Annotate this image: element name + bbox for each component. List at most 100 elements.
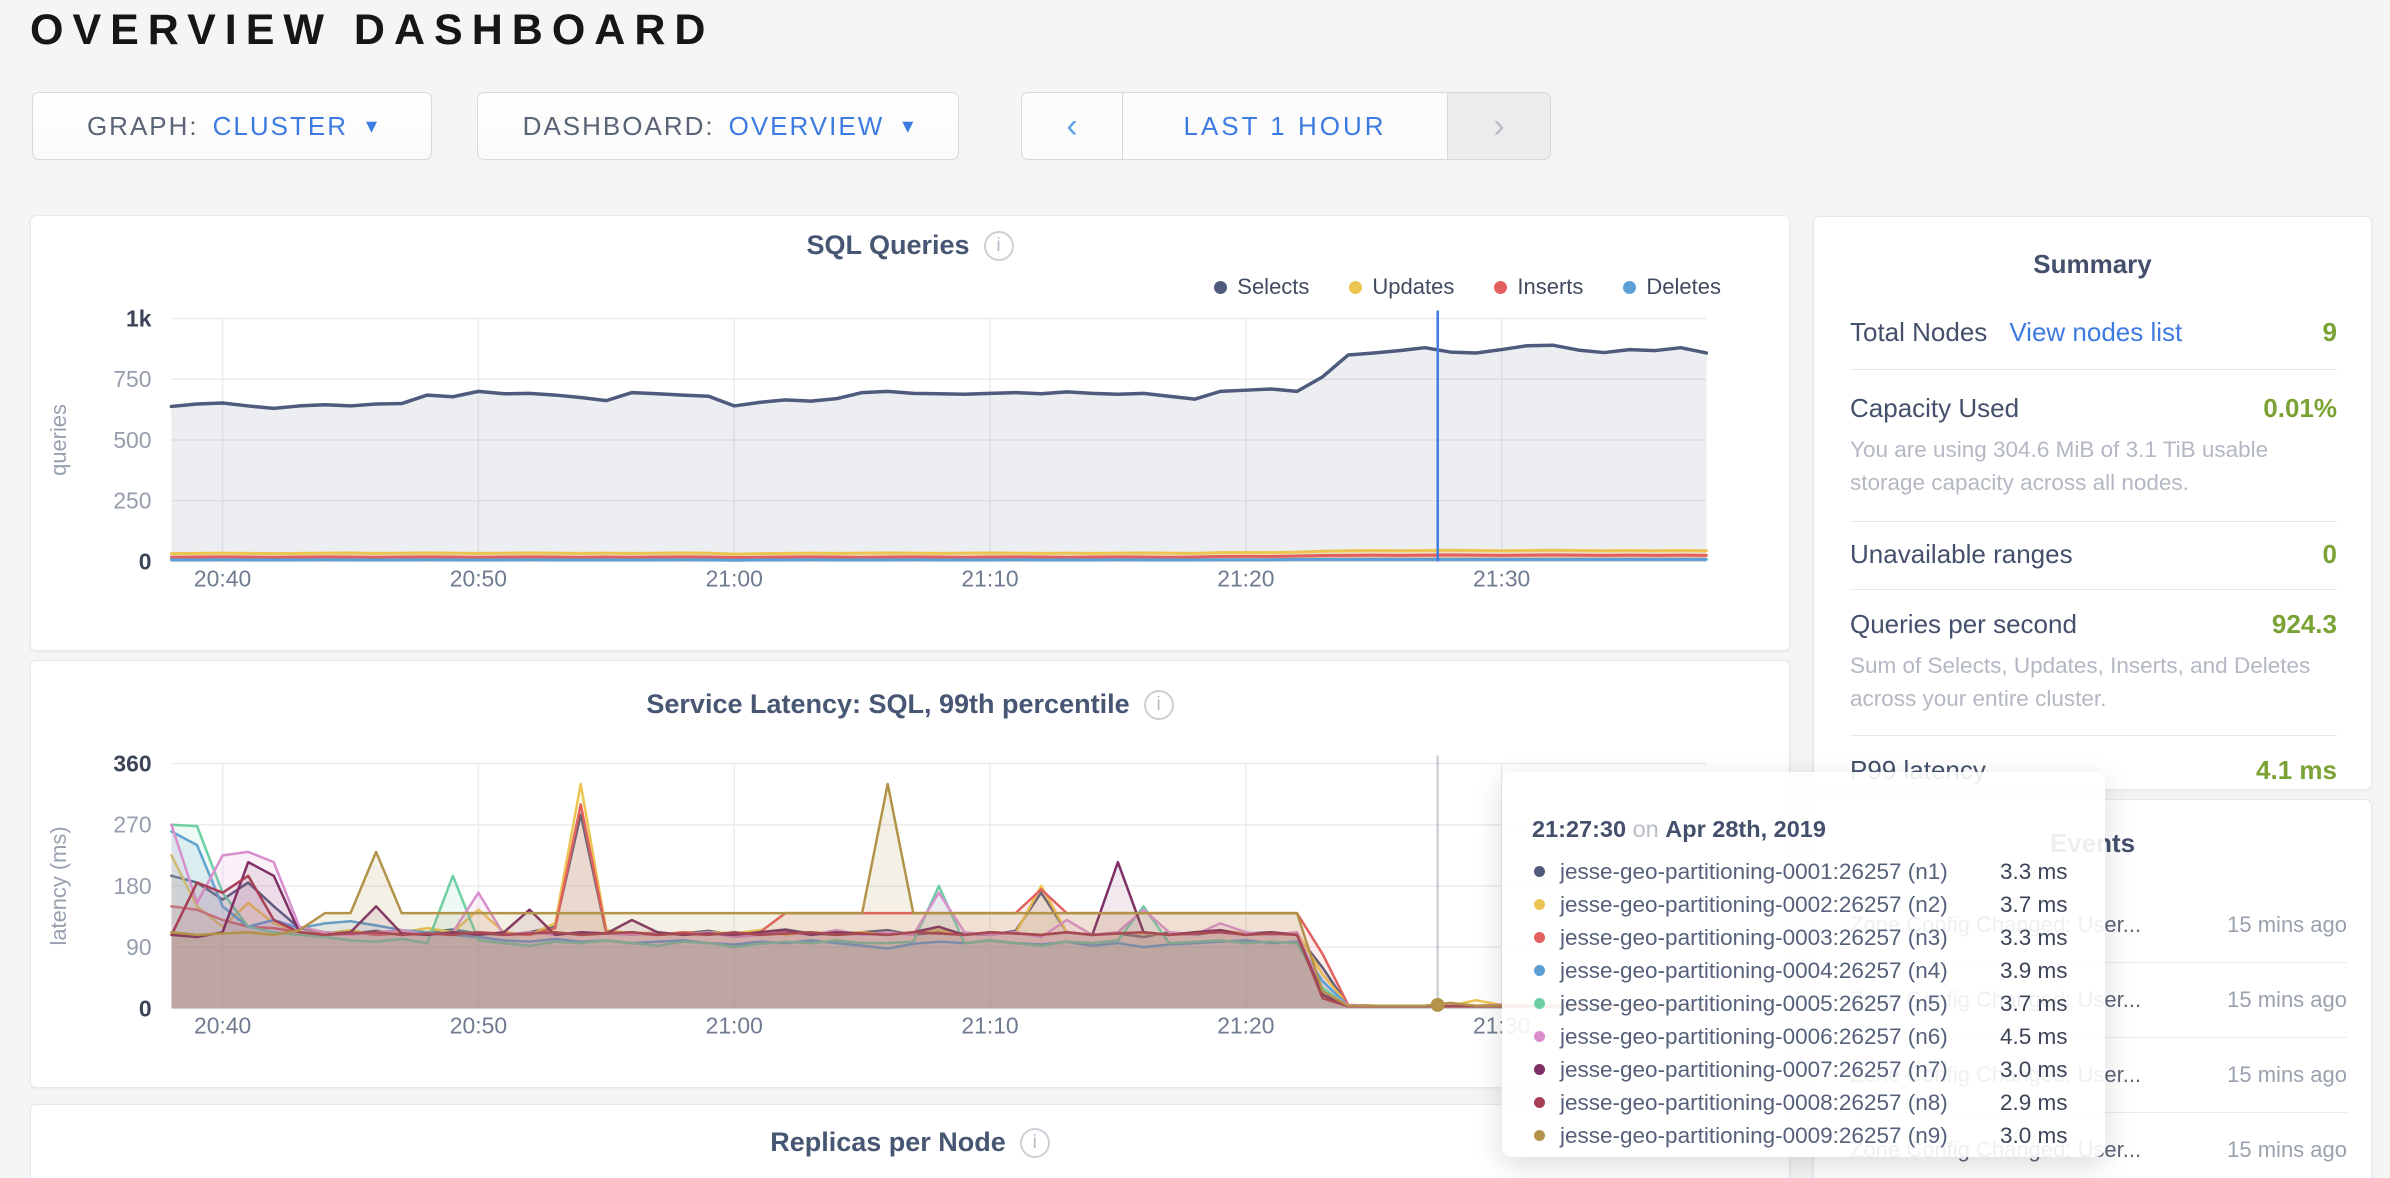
total-nodes-value: 9: [2322, 317, 2337, 347]
node-latency-value: 3.9 ms: [2000, 957, 2068, 983]
svg-text:500: 500: [113, 427, 151, 453]
chevron-down-icon: ▾: [902, 113, 914, 138]
service-latency-title: Service Latency: SQL, 99th percentile i: [31, 689, 1789, 720]
capacity-used-label: Capacity Used: [1850, 393, 2020, 423]
view-nodes-list-link[interactable]: View nodes list: [2009, 317, 2183, 347]
node-name: jesse-geo-partitioning-0008:26257 (n8): [1560, 1089, 1948, 1115]
time-prev-button[interactable]: ‹: [1022, 93, 1123, 159]
svg-text:20:40: 20:40: [194, 1012, 251, 1038]
node-name: jesse-geo-partitioning-0005:26257 (n5): [1560, 990, 1948, 1016]
svg-text:20:40: 20:40: [194, 565, 251, 591]
node-latency-value: 3.3 ms: [2000, 858, 2068, 884]
svg-text:20:50: 20:50: [450, 1012, 507, 1038]
divider: [1850, 589, 2337, 590]
graph-selector-dropdown[interactable]: GRAPH: CLUSTER ▾: [32, 92, 432, 160]
tooltip-row: jesse-geo-partitioning-0009:26257 (n9) 3.…: [1534, 1119, 2105, 1152]
time-range-label[interactable]: LAST 1 HOUR: [1183, 110, 1387, 141]
replicas-per-node-card: Replicas per Node i: [30, 1104, 1790, 1178]
event-time: 15 mins ago: [2227, 912, 2347, 937]
svg-text:0: 0: [139, 995, 152, 1021]
tooltip-row: jesse-geo-partitioning-0004:26257 (n4) 3.…: [1534, 954, 2105, 987]
capacity-used-row: Capacity Used 0.01%: [1850, 393, 2337, 424]
legend-item-inserts[interactable]: Inserts: [1494, 274, 1583, 300]
node-dot-icon: [1534, 998, 1545, 1009]
legend-item-updates[interactable]: Updates: [1349, 274, 1454, 300]
node-latency-value: 2.9 ms: [2000, 1089, 2068, 1115]
node-name: jesse-geo-partitioning-0006:26257 (n6): [1560, 1023, 1948, 1049]
node-name: jesse-geo-partitioning-0003:26257 (n3): [1560, 924, 1948, 950]
summary-title: Summary: [2033, 249, 2152, 279]
selects-dot-icon: [1214, 280, 1228, 294]
node-dot-icon: [1534, 899, 1545, 910]
node-name: jesse-geo-partitioning-0009:26257 (n9): [1560, 1122, 1948, 1148]
tooltip-on-text: on: [1632, 816, 1659, 842]
chevron-left-icon: ‹: [1066, 106, 1078, 145]
node-dot-icon: [1534, 1031, 1545, 1042]
tooltip-header: 21:27:30 on Apr 28th, 2019: [1532, 816, 2105, 843]
sql-queries-title-text: SQL Queries: [806, 230, 970, 260]
node-latency-value: 3.0 ms: [2000, 1122, 2068, 1148]
capacity-used-caption: You are using 304.6 MiB of 3.1 TiB usabl…: [1850, 437, 2269, 495]
tooltip-time: 21:27:30: [1532, 816, 1627, 842]
service-latency-card: Service Latency: SQL, 99th percentile i …: [30, 660, 1790, 1088]
svg-text:250: 250: [113, 488, 151, 514]
svg-text:180: 180: [113, 873, 151, 899]
node-name: jesse-geo-partitioning-0002:26257 (n2): [1560, 891, 1948, 917]
svg-text:21:00: 21:00: [706, 565, 763, 591]
graph-selector-label: GRAPH:: [86, 110, 199, 141]
tooltip-date: Apr 28th, 2019: [1665, 816, 1826, 842]
sql-queries-chart[interactable]: 0 250 500 750 1k 20:40 20:50 21:00 21:10 21:20 21:…: [31, 216, 1789, 650]
node-name: jesse-geo-partitioning-0007:26257 (n7): [1560, 1056, 1948, 1082]
node-dot-icon: [1534, 1064, 1545, 1075]
node-name: jesse-geo-partitioning-0001:26257 (n1): [1560, 858, 1948, 884]
legend-label: Updates: [1372, 274, 1455, 299]
page-title: OVERVIEW DASHBOARD: [30, 6, 715, 54]
node-dot-icon: [1534, 1097, 1545, 1108]
node-name: jesse-geo-partitioning-0004:26257 (n4): [1560, 957, 1948, 983]
node-latency-value: 4.5 ms: [2000, 1023, 2068, 1049]
info-icon[interactable]: i: [983, 230, 1014, 261]
queries-per-second-value: 924.3: [2271, 609, 2337, 639]
svg-text:21:10: 21:10: [961, 1012, 1018, 1038]
info-icon[interactable]: i: [1019, 1127, 1050, 1158]
capacity-used-value: 0.01%: [2263, 393, 2337, 423]
node-latency-value: 3.3 ms: [2000, 924, 2068, 950]
svg-text:90: 90: [126, 934, 151, 960]
svg-text:21:20: 21:20: [1217, 565, 1274, 591]
legend-item-deletes[interactable]: Deletes: [1623, 274, 1721, 300]
node-dot-icon: [1534, 932, 1545, 943]
chevron-right-icon: ›: [1493, 106, 1505, 145]
legend-label: Selects: [1237, 274, 1310, 299]
svg-text:21:00: 21:00: [706, 1012, 763, 1038]
chart-hover-tooltip: 21:27:30 on Apr 28th, 2019 jesse-geo-par…: [1502, 772, 2105, 1157]
tooltip-row: jesse-geo-partitioning-0003:26257 (n3) 3.…: [1534, 921, 2105, 954]
replicas-per-node-title-text: Replicas per Node: [770, 1127, 1006, 1157]
queries-per-second-label: Queries per second: [1850, 609, 2077, 639]
chevron-down-icon: ▾: [366, 113, 378, 138]
divider: [1850, 521, 2337, 522]
svg-text:21:30: 21:30: [1473, 565, 1530, 591]
dashboard-selector-dropdown[interactable]: DASHBOARD: OVERVIEW ▾: [477, 92, 959, 160]
dashboard-selector-value: OVERVIEW: [728, 110, 885, 141]
node-dot-icon: [1534, 1130, 1545, 1141]
event-time: 15 mins ago: [2227, 1062, 2347, 1087]
legend-item-selects[interactable]: Selects: [1214, 274, 1309, 300]
service-latency-chart[interactable]: 0 90 180 270 360 20:40 20:50 21:00 21:10 21:20 21:…: [31, 661, 1789, 1087]
divider: [1850, 735, 2337, 736]
svg-text:20:50: 20:50: [450, 565, 507, 591]
node-dot-icon: [1534, 866, 1545, 877]
deletes-dot-icon: [1623, 280, 1637, 294]
tooltip-row: jesse-geo-partitioning-0001:26257 (n1) 3.…: [1534, 855, 2105, 888]
unavailable-ranges-row: Unavailable ranges 0: [1850, 539, 2337, 570]
tooltip-row: jesse-geo-partitioning-0008:26257 (n8) 2.…: [1534, 1086, 2105, 1119]
dashboard-selector-label: DASHBOARD:: [522, 110, 715, 141]
svg-text:0: 0: [139, 548, 152, 574]
svg-text:queries: queries: [46, 404, 71, 476]
legend-label: Deletes: [1646, 274, 1721, 299]
tooltip-row: jesse-geo-partitioning-0006:26257 (n6) 4.…: [1534, 1020, 2105, 1053]
queries-per-second-row: Queries per second 924.3: [1850, 609, 2337, 640]
svg-text:21:10: 21:10: [961, 565, 1018, 591]
time-next-button[interactable]: ›: [1447, 93, 1550, 159]
info-icon[interactable]: i: [1143, 689, 1174, 720]
